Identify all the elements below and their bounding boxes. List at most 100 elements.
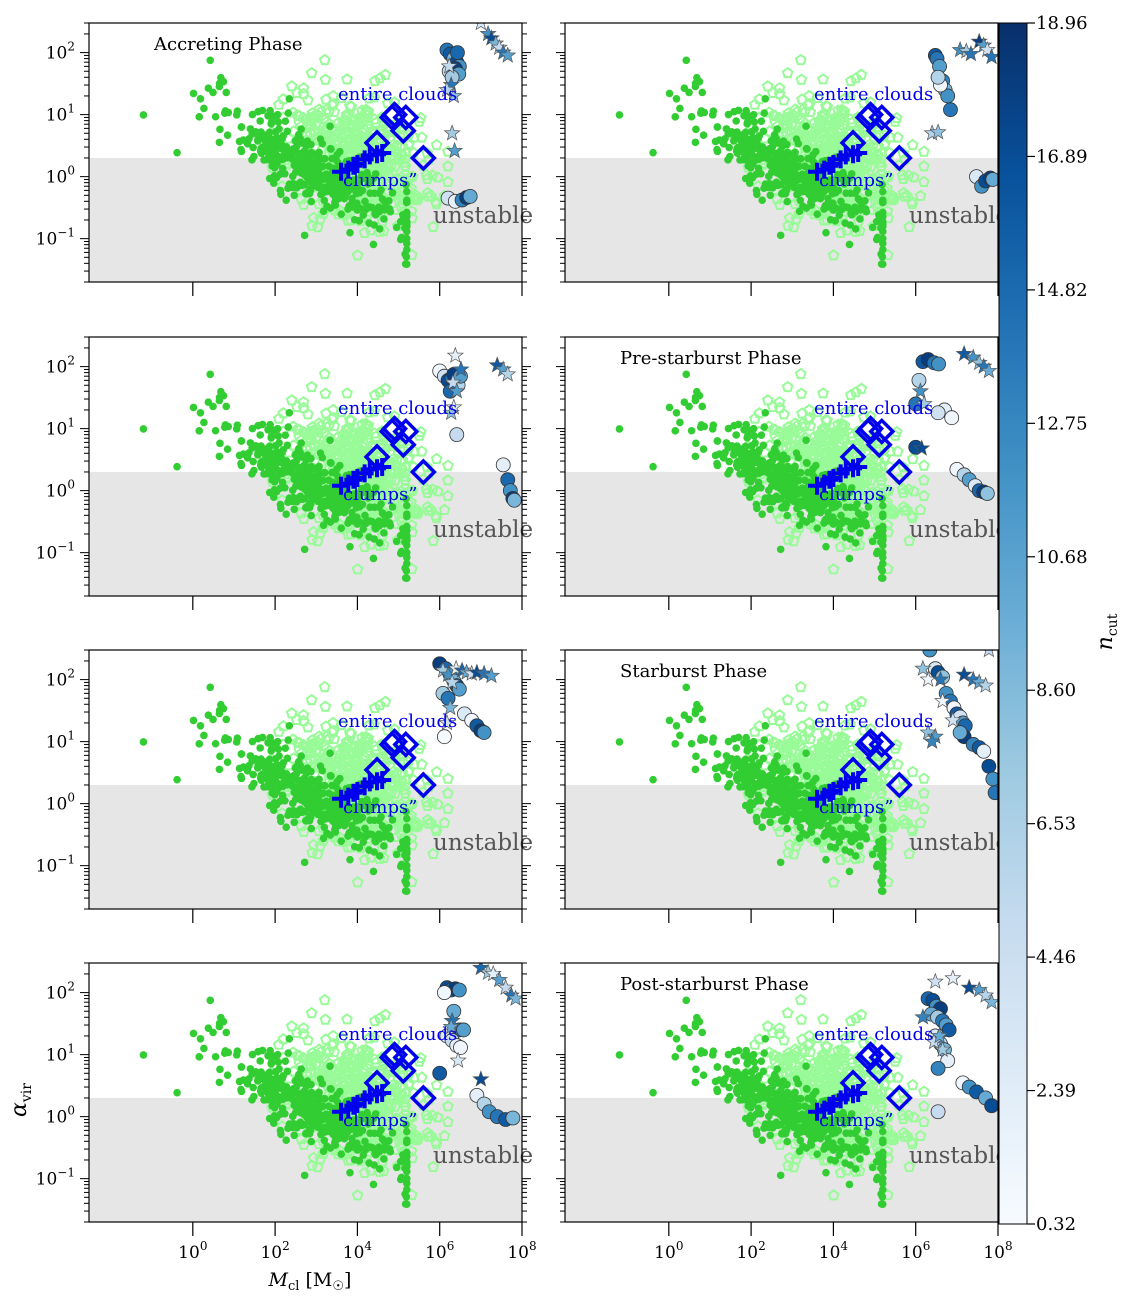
- observed-dot: [851, 189, 859, 198]
- observed-dot: [799, 516, 807, 525]
- observed-dot: [215, 138, 224, 147]
- observed-dot: [877, 250, 885, 258]
- observed-dot: [822, 542, 830, 551]
- entire-cloud-diamond: [363, 129, 391, 157]
- entire-clouds-markers: [363, 101, 437, 172]
- entire-cloud-diamond: [409, 458, 437, 486]
- observed-pentagon: [272, 98, 285, 110]
- observed-dot: [746, 461, 755, 469]
- observed-dot: [402, 574, 411, 582]
- observed-dot: [253, 137, 262, 145]
- observed-dot: [878, 501, 887, 510]
- observed-dot: [206, 683, 215, 692]
- entire-cloud-diamond: [885, 144, 913, 172]
- observed-dot: [758, 457, 767, 465]
- observed-dot: [248, 156, 256, 164]
- observed-dot: [796, 510, 805, 519]
- observed-pentagon: [906, 197, 919, 210]
- simulation-star: [499, 46, 517, 63]
- observed-pentagon: [835, 421, 848, 434]
- observed-pentagon: [355, 758, 368, 771]
- observed-dot: [369, 240, 378, 249]
- simulation-point: [506, 492, 522, 508]
- observed-dot: [304, 469, 313, 477]
- observed-dot: [711, 451, 720, 460]
- observed-pentagon: [855, 68, 868, 80]
- observed-dot: [851, 225, 860, 233]
- observed-dot: [649, 462, 657, 471]
- observed-pentagon: [381, 411, 394, 423]
- observed-dot: [855, 510, 864, 519]
- observed-pentagon: [773, 425, 786, 437]
- observed-dot: [253, 451, 262, 459]
- observed-pentagon: [342, 421, 355, 434]
- observed-dot: [285, 721, 294, 730]
- observed-dot: [761, 408, 770, 417]
- observed-dot: [290, 191, 299, 200]
- simulation-point: [930, 69, 946, 85]
- observed-dot: [740, 426, 748, 434]
- observed-pentagon: [824, 141, 837, 153]
- simulation-star: [448, 382, 466, 399]
- observed-dot: [808, 174, 817, 183]
- observed-dot: [256, 147, 265, 155]
- observed-dot: [780, 501, 789, 510]
- observed-dot: [878, 234, 887, 243]
- observed-pentagon: [314, 419, 327, 432]
- observed-dot: [323, 516, 331, 525]
- observed-pentagon: [318, 53, 331, 66]
- observed-dot: [375, 189, 383, 198]
- observed-pentagon: [344, 454, 356, 466]
- observed-pentagon: [870, 505, 883, 517]
- observed-pentagon: [313, 751, 326, 763]
- observed-pentagon: [875, 473, 888, 486]
- observed-pentagon: [430, 197, 443, 210]
- observed-dot: [273, 424, 282, 433]
- observed-pentagon: [344, 140, 356, 152]
- clumps-label: clumps”: [819, 484, 893, 505]
- observed-pentagon: [795, 387, 808, 399]
- observed-dot: [740, 149, 749, 158]
- observed-dot: [776, 231, 785, 240]
- observed-dot: [196, 721, 205, 730]
- entire-clouds-markers: [839, 415, 913, 486]
- observed-pentagon: [835, 107, 848, 120]
- observed-dot: [835, 211, 844, 219]
- simulation-star: [440, 57, 458, 74]
- observed-pentagon: [303, 118, 316, 130]
- observed-pentagon: [410, 816, 423, 828]
- observed-dot: [837, 197, 845, 206]
- observed-dot: [796, 497, 804, 506]
- observed-pentagon: [897, 460, 910, 473]
- observed-pentagon: [789, 438, 802, 450]
- observed-dot: [340, 193, 349, 201]
- observed-pentagon: [849, 539, 862, 551]
- simulation-star: [444, 373, 462, 391]
- observed-dot: [237, 437, 246, 445]
- observed-dot: [699, 131, 708, 139]
- observed-pentagon: [773, 401, 786, 414]
- simulation-point: [911, 372, 927, 388]
- observed-dot: [217, 73, 225, 82]
- observed-pentagon: [297, 708, 310, 721]
- observed-dot: [773, 166, 781, 175]
- observed-pentagon: [789, 124, 802, 136]
- observed-dot: [237, 145, 245, 154]
- clumps-label: clumps”: [343, 170, 417, 191]
- observed-pentagon: [816, 431, 829, 443]
- observed-pentagon: [355, 131, 368, 144]
- observed-dot: [366, 189, 374, 198]
- observed-dot: [318, 139, 327, 148]
- observed-pentagon: [363, 92, 375, 104]
- entire-clouds-label: entire clouds: [338, 398, 457, 419]
- observed-pentagon: [748, 412, 761, 424]
- observed-dot: [356, 204, 364, 212]
- observed-dot: [297, 480, 305, 489]
- observed-dot: [740, 463, 749, 472]
- observed-dot: [830, 489, 839, 498]
- observed-pentagon: [307, 838, 320, 851]
- observed-pentagon: [340, 117, 353, 129]
- observed-dot: [265, 128, 274, 137]
- observed-pentagon: [814, 121, 827, 134]
